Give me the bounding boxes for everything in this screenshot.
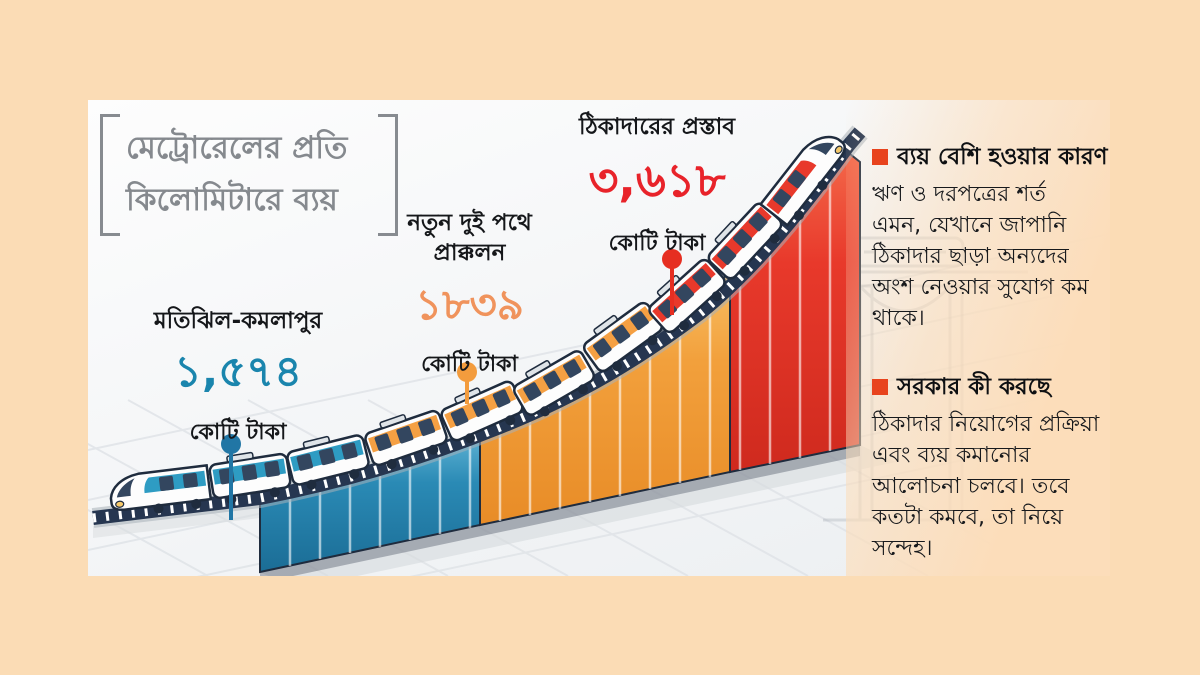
- note-body: ঋণ ও দরপত্রের শর্ত এমন, যেখানে জাপানি ঠি…: [872, 182, 1089, 331]
- note-heading: সরকার কী করছে: [897, 374, 1051, 400]
- chart-title: মেট্রোরেলের প্রতি কিলোমিটারে ব্যয়: [126, 122, 374, 226]
- red-pin-icon: [662, 249, 682, 315]
- orange-pin-icon: [457, 362, 477, 404]
- stat-unit: কোটি টাকা: [421, 352, 518, 377]
- stat-motijheel-kamalapur: মতিঝিল-কমলাপুর ১,৫৭৪ কোটি টাকা: [133, 306, 343, 452]
- stat-label: ঠিকাদারের প্রস্তাব: [578, 114, 736, 140]
- note-heading: ব্যয় বেশি হওয়ার কারণ: [897, 144, 1108, 170]
- stat-value: ৩,৬১৮: [588, 153, 726, 207]
- chart-title-line-2: কিলোমিটারে ব্যয়: [126, 182, 338, 218]
- stat-new-routes-estimate: নতুন দুই পথে প্রাক্কলন ১৮৩৯ কোটি টাকা: [372, 208, 567, 384]
- red-square-bullet-icon: [872, 379, 888, 395]
- stat-unit: কোটি টাকা: [189, 420, 287, 445]
- title-bracket-right-icon: [378, 114, 398, 236]
- stat-label: মতিঝিল-কমলাপুর: [153, 308, 323, 334]
- red-square-bullet-icon: [872, 149, 888, 165]
- chart-title-line-1: মেট্রোরেলের প্রতি: [126, 130, 348, 166]
- stat-contractor-proposal: ঠিকাদারের প্রস্তাব ৩,৬১৮ কোটি টাকা: [552, 112, 762, 263]
- wall-base-edge: [260, 445, 860, 576]
- note-body: ঠিকাদার নিয়োগের প্রক্রিয়া এবং ব্যয় কম…: [872, 412, 1100, 561]
- railway-track: [91, 125, 868, 528]
- note-cost-reason: ব্যয় বেশি হওয়ার কারণ ঋণ ও দরপত্রের শর্…: [872, 142, 1114, 334]
- stat-label: নতুন দুই পথে প্রাক্কলন: [407, 210, 532, 266]
- blue-pin-icon: [221, 434, 241, 520]
- title-bracket-left-icon: [100, 114, 120, 236]
- stat-value: ১,৫৭৪: [173, 347, 302, 397]
- shadows: [93, 445, 896, 576]
- note-government-action: সরকার কী করছে ঠিকাদার নিয়োগের প্রক্রিয়…: [872, 372, 1114, 564]
- marker-pins: [221, 249, 682, 520]
- stat-unit: কোটি টাকা: [608, 231, 706, 256]
- stat-value: ১৮৩৯: [414, 280, 525, 329]
